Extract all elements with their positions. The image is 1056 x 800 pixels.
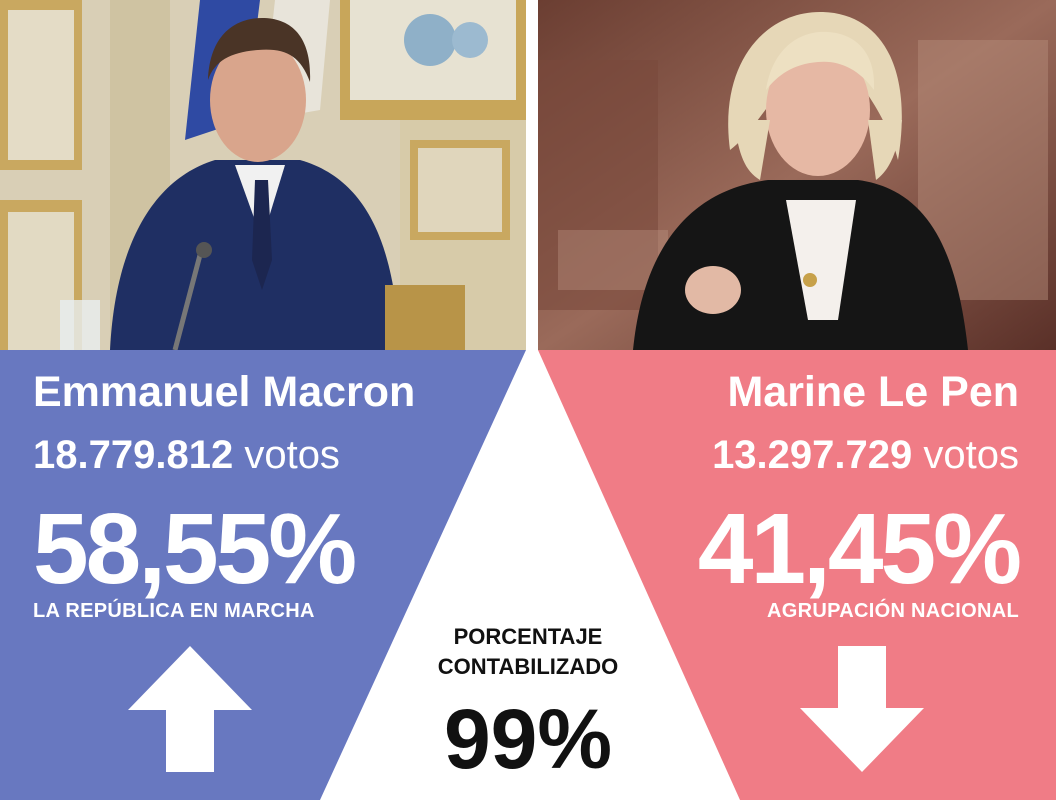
lepen-name: Marine Le Pen: [727, 368, 1019, 416]
lepen-panel: [538, 350, 1056, 800]
macron-percentage: 58,55%: [33, 493, 357, 605]
lepen-votes-number: 13.297.729: [712, 433, 913, 477]
lepen-photo: [538, 0, 1056, 350]
arrow-up-icon: [128, 646, 252, 772]
lepen-percentage: 41,45%: [697, 493, 1022, 605]
macron-votes-label: votos: [244, 433, 340, 477]
macron-photo: [0, 0, 526, 350]
lepen-votes: 13.297.729 votos: [712, 433, 1019, 477]
lepen-party: AGRUPACIÓN NACIONAL: [767, 600, 1019, 622]
arrow-down-icon: [800, 646, 924, 772]
lepen-votes-label: votos: [923, 433, 1019, 477]
counted-value: 99%: [443, 692, 613, 786]
macron-votes-number: 18.779.812: [33, 433, 234, 477]
counted-label: PORCENTAJE CONTABILIZADO: [437, 624, 619, 679]
macron-votes: 18.779.812 votos: [33, 433, 340, 477]
macron-name: Emmanuel Macron: [33, 368, 416, 416]
macron-party: LA REPÚBLICA EN MARCHA: [33, 600, 315, 622]
macron-panel: [0, 350, 526, 800]
